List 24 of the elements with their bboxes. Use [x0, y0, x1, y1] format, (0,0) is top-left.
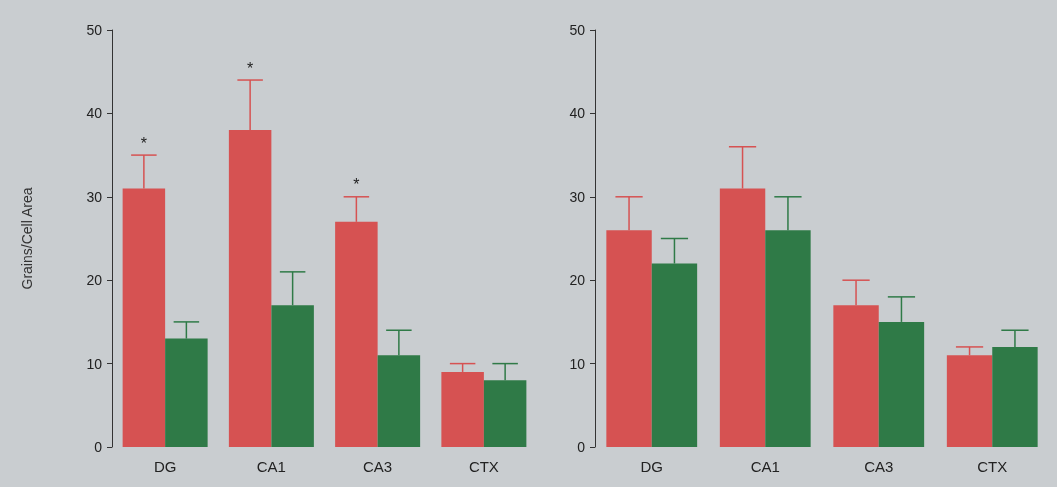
y-tick-label: 20 [569, 272, 586, 289]
y-tick-label: 40 [569, 105, 586, 122]
x-tick-label: CA1 [256, 458, 286, 475]
y-tick-label: 50 [569, 22, 586, 38]
y-tick-label: 50 [86, 22, 103, 38]
y-tick-label: 30 [86, 188, 103, 205]
y-tick-label: 30 [569, 188, 586, 205]
y-tick-label: 10 [569, 355, 586, 372]
y-tick-label: 0 [94, 439, 103, 455]
annotation: * [247, 59, 254, 77]
annotation: * [353, 176, 360, 194]
y-tick-label: 20 [86, 272, 103, 289]
y-tick-label: 0 [577, 439, 586, 455]
x-tick-label: DG [153, 458, 177, 475]
x-tick-label: CA3 [363, 458, 393, 475]
y-axis-title: Grains/Cell Area [19, 187, 35, 290]
x-tick-label: DG [640, 458, 663, 475]
y-tick-label: 40 [86, 105, 103, 122]
annotation: * [140, 134, 147, 152]
x-tick-label: CTX [468, 458, 499, 475]
x-tick-label: CA1 [750, 458, 780, 475]
x-tick-label: CTX [977, 458, 1008, 475]
x-tick-label: CA3 [864, 458, 894, 475]
y-tick-label: 10 [86, 355, 103, 372]
